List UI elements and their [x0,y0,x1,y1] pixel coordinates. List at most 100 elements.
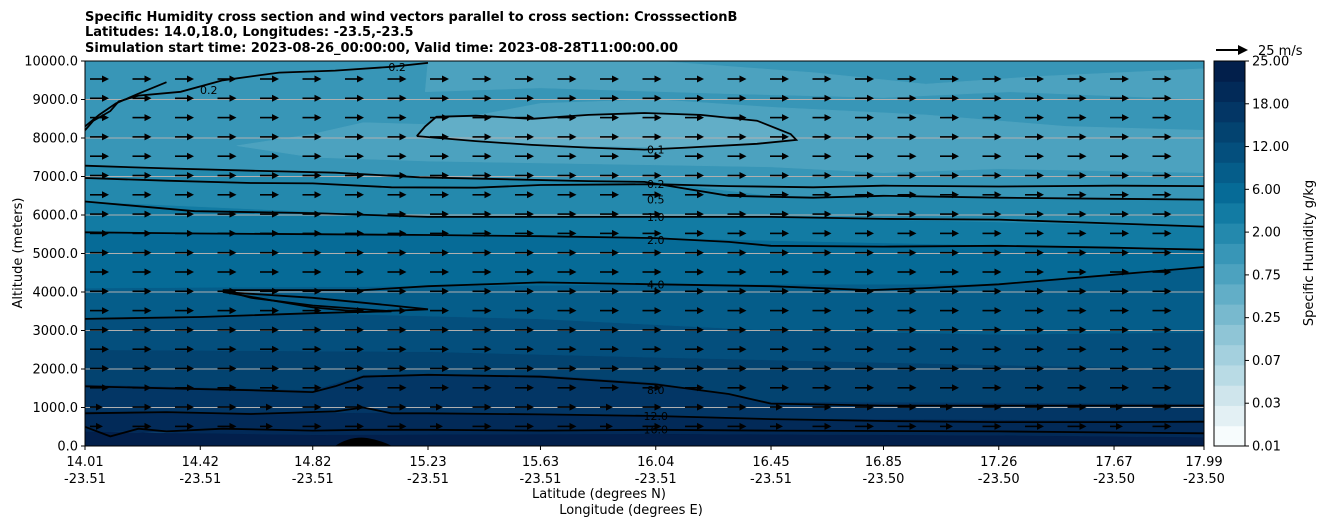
wind-vector-head [527,114,534,122]
wind-vector-head [442,133,449,141]
wind-vector-head [1164,307,1172,315]
wind-vector-head [399,191,407,199]
contour-label: 4.0 [647,278,665,291]
wind-vector-head [144,229,152,237]
wind-vector-head [314,403,322,411]
wind-vector-head [1037,152,1044,160]
wind-vector-head [569,75,577,83]
wind-vector-head [569,268,577,276]
wind-vector-head [952,326,959,334]
wind-vector-head [952,191,959,199]
wind-vector-head [739,365,747,372]
wind-vector-head [357,191,364,199]
wind-vector-head [96,403,103,411]
wind-vector-head [697,268,704,276]
wind-vector-head [946,422,953,430]
wind-vector-head [739,94,747,102]
wind-vector-head [909,365,917,372]
x-tick-label-lon: -23.51 [750,472,792,487]
wind-vector-head [1079,94,1087,102]
wind-vector-head [187,326,194,334]
wind-vector-head [994,191,1002,199]
wind-vector-head [697,94,704,102]
wind-vector-head [399,152,407,160]
wind-vector-head [569,191,577,199]
wind-vector-head [697,114,704,122]
contour-line [84,177,1205,189]
wind-vector-head [782,210,789,218]
wind-vector-head [357,422,364,430]
wind-vector-head [102,365,109,372]
wind-vector-head [824,307,832,315]
y-tick-label: 8000.0 [33,132,79,147]
wind-vector-head [867,152,874,160]
wind-vector-head [909,403,917,411]
wind-vector-head [867,307,874,315]
wind-vector-head [697,403,704,411]
wind-vector-head [484,384,492,392]
wind-vector-head [1122,229,1129,237]
wind-vector-head [994,152,1002,160]
wind-vector-head [442,75,449,83]
wind-vector-head [782,94,789,102]
wind-vector-head [1164,287,1172,295]
wind-vector-head [442,345,449,353]
wind-vector-head [399,249,407,257]
wind-vector-head [654,114,662,122]
colorbar-swatch [1214,202,1245,224]
wind-vector-head [187,114,194,122]
wind-vector-head [399,384,407,392]
contour-line [84,425,1205,438]
wind-vector-head [1079,365,1087,372]
y-tick-label: 2000.0 [33,363,79,378]
wind-vector-head [229,365,237,372]
wind-vector-head [994,307,1002,315]
wind-vectors-layer [90,75,1172,430]
wind-vector-head [484,287,492,295]
wind-vector-head [1164,114,1172,122]
wind-vector-head [1122,191,1129,199]
wind-vector-head [1079,345,1087,353]
wind-vector-head [612,133,619,141]
wind-vector-head [909,326,917,334]
wind-vector-head [569,403,577,411]
wind-vector-head [399,172,407,179]
wind-vector-head [654,345,662,353]
wind-vector-head [994,94,1002,102]
wind-vector-head [994,268,1002,276]
wind-vector-head [1037,326,1044,334]
wind-vector-head [952,210,959,218]
wind-vector-head [102,172,109,179]
wind-vector-head [739,114,747,122]
wind-vector-head [697,210,704,218]
wind-vector-head [229,345,237,353]
wind-vector-head [782,172,789,179]
wind-vector-head [824,365,832,372]
wind-vector-head [272,229,279,237]
wind-vector-head [442,191,449,199]
wind-vector-head [654,229,662,237]
wind-vector-head [697,229,704,237]
wind-vector-head [144,114,152,122]
contour-label: 2.0 [647,234,665,247]
wind-vector-head [144,133,152,141]
wind-vector-head [1164,326,1172,334]
wind-vector-head [569,229,577,237]
wind-vector-head [484,191,492,199]
wind-vector-head [1164,152,1172,160]
wind-vector-head [909,152,917,160]
wind-vector-head [654,307,662,315]
wind-vector-head [144,268,152,276]
wind-vector-head [272,268,279,276]
wind-vector-head [442,94,449,102]
wind-vector-head [1164,191,1172,199]
wind-vector-head [952,249,959,257]
y-tick-label: 4000.0 [33,286,79,301]
wind-vector-head [867,75,874,83]
wind-vector-head [314,287,322,295]
wind-vector-head [994,172,1002,179]
wind-vector-head [1037,307,1044,315]
wind-vector-head [357,229,364,237]
wind-vector-head [527,75,534,83]
